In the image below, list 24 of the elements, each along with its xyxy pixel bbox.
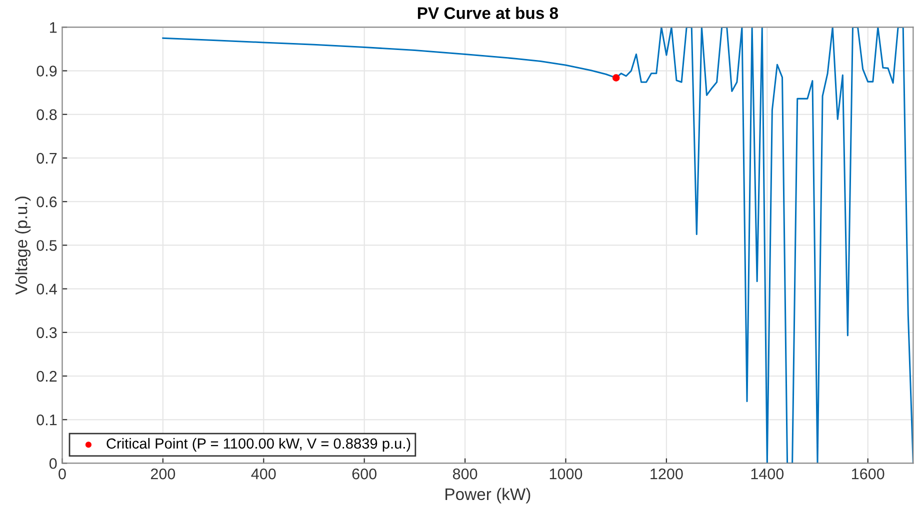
x-tick-label: 1000 bbox=[550, 468, 582, 480]
x-tick-label: 800 bbox=[452, 468, 478, 480]
y-tick-label: 1 bbox=[50, 22, 57, 33]
y-tick-label: 0.2 bbox=[36, 370, 57, 382]
y-tick-label: 0.5 bbox=[36, 240, 57, 251]
chart-title: PV Curve at bus 8 bbox=[418, 6, 558, 20]
y-tick-label: 0.6 bbox=[36, 196, 57, 208]
y-tick-label: 0.1 bbox=[36, 414, 57, 426]
x-tick-label: 600 bbox=[352, 468, 376, 480]
x-axis-title: Power (kW) bbox=[446, 488, 530, 504]
x-tick-label: 1400 bbox=[751, 468, 784, 480]
y-tick-label: 0.4 bbox=[36, 284, 57, 295]
y-tick-label: 0.8 bbox=[36, 109, 57, 120]
y-tick-label: 0.3 bbox=[36, 327, 57, 338]
y-tick-label: 0.9 bbox=[36, 66, 57, 76]
legend-label: Critical Point (P = 1100.00 kW, V = 0.8839 p.u.) bbox=[106, 438, 410, 452]
y-tick-label: 0.7 bbox=[36, 152, 57, 164]
y-tick-label: 0 bbox=[49, 458, 57, 469]
y-axis-title: Voltage (p.u.) bbox=[15, 196, 31, 295]
x-tick-label: 200 bbox=[150, 468, 176, 480]
x-tick-label: 0 bbox=[58, 468, 66, 480]
x-tick-label: 400 bbox=[251, 468, 276, 480]
x-tick-label: 1200 bbox=[650, 468, 683, 480]
x-tick-label: 1600 bbox=[852, 468, 884, 480]
